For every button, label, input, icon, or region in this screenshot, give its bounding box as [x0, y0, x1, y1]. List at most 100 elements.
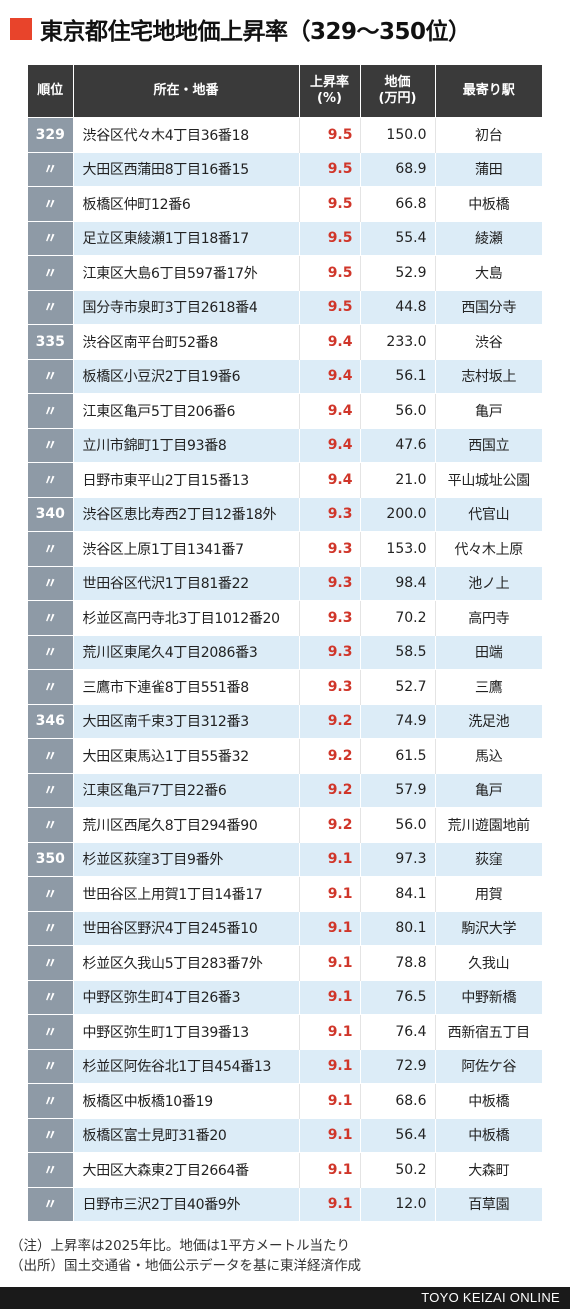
- station-cell: 亀戸: [435, 772, 542, 808]
- price-cell: 66.8: [360, 186, 436, 221]
- price-cell: 56.0: [360, 807, 436, 842]
- table-row: 〃江東区亀戸5丁目206番6 9.4 56.0 亀戸: [28, 393, 542, 428]
- price-cell: 55.4: [360, 220, 436, 256]
- rate-cell: 9.5: [299, 255, 361, 290]
- rate-cell: 9.1: [299, 1152, 361, 1187]
- title-row: 東京都住宅地地価上昇率（329〜350位）: [10, 14, 471, 45]
- location-cell: 大田区東馬込1丁目55番32: [73, 738, 300, 773]
- rate-cell: 9.1: [299, 841, 361, 877]
- rate-cell: 9.5: [299, 151, 361, 187]
- header-location: 所在・地番: [73, 65, 300, 118]
- table-row: 〃江東区大島6丁目597番17外 9.5 52.9 大島: [28, 255, 542, 290]
- rank-cell: 〃: [28, 738, 74, 773]
- rate-cell: 9.5: [299, 117, 361, 152]
- rate-cell: 9.1: [299, 1083, 361, 1118]
- price-cell: 56.0: [360, 393, 436, 428]
- station-cell: 中野新橋: [435, 979, 542, 1015]
- rank-cell: 〃: [28, 393, 74, 428]
- rate-cell: 9.5: [299, 220, 361, 256]
- rank-cell: 〃: [28, 462, 74, 497]
- location-cell: 杉並区高円寺北3丁目1012番20: [73, 600, 300, 635]
- price-cell: 44.8: [360, 289, 436, 325]
- rank-cell: 〃: [28, 1186, 74, 1221]
- location-cell: 荒川区東尾久4丁目2086番3: [73, 634, 300, 670]
- rank-cell: 〃: [28, 220, 74, 256]
- table-row: 〃板橋区中板橋10番19 9.1 68.6 中板橋: [28, 1083, 542, 1118]
- table-row: 350 杉並区荻窪3丁目9番外 9.1 97.3 荻窪: [28, 841, 542, 877]
- ranking-table: 順位 所在・地番 上昇率 (%) 地価 (万円) 最寄り駅 329 渋谷区代々木4丁目…: [28, 65, 542, 1221]
- table-row: 〃中野区弥生町1丁目39番13 9.1 76.4 西新宿五丁目: [28, 1014, 542, 1049]
- rate-cell: 9.1: [299, 979, 361, 1015]
- rate-cell: 9.4: [299, 462, 361, 497]
- rank-cell: 〃: [28, 1083, 74, 1118]
- price-cell: 97.3: [360, 841, 436, 877]
- table-row: 〃江東区亀戸7丁目22番6 9.2 57.9 亀戸: [28, 772, 542, 808]
- location-cell: 板橋区仲町12番6: [73, 186, 300, 221]
- rate-cell: 9.2: [299, 703, 361, 739]
- table-row: 〃大田区大森東2丁目2664番 9.1 50.2 大森町: [28, 1152, 542, 1187]
- station-cell: 初台: [435, 117, 542, 152]
- table-row: 340 渋谷区恵比寿西2丁目12番18外 9.3 200.0 代官山: [28, 496, 542, 532]
- rate-cell: 9.1: [299, 910, 361, 946]
- station-cell: 中板橋: [435, 186, 542, 221]
- rate-cell: 9.5: [299, 289, 361, 325]
- price-cell: 50.2: [360, 1152, 436, 1187]
- location-cell: 渋谷区南平台町52番8: [73, 324, 300, 359]
- credit-bar: TOYO KEIZAI ONLINE: [0, 1287, 570, 1309]
- rank-cell: 〃: [28, 565, 74, 601]
- location-cell: 足立区東綾瀬1丁目18番17: [73, 220, 300, 256]
- location-cell: 杉並区久我山5丁目283番7外: [73, 945, 300, 980]
- price-cell: 52.7: [360, 669, 436, 704]
- note-text: （注）上昇率は2025年比。地価は1平方メートル当たり: [10, 1238, 350, 1254]
- price-cell: 233.0: [360, 324, 436, 359]
- price-cell: 153.0: [360, 531, 436, 566]
- table-row: 329 渋谷区代々木4丁目36番18 9.5 150.0 初台: [28, 117, 542, 152]
- station-cell: 平山城址公園: [435, 462, 542, 497]
- station-cell: 馬込: [435, 738, 542, 773]
- price-cell: 98.4: [360, 565, 436, 601]
- table-row: 346 大田区南千束3丁目312番3 9.2 74.9 洗足池: [28, 703, 542, 739]
- station-cell: 代々木上原: [435, 531, 542, 566]
- station-cell: 田端: [435, 634, 542, 670]
- rate-cell: 9.3: [299, 565, 361, 601]
- rate-cell: 9.4: [299, 358, 361, 394]
- rank-cell: 〃: [28, 807, 74, 842]
- table-row: 〃大田区東馬込1丁目55番32 9.2 61.5 馬込: [28, 738, 542, 773]
- location-cell: 大田区西蒲田8丁目16番15: [73, 151, 300, 187]
- price-cell: 200.0: [360, 496, 436, 532]
- location-cell: 日野市東平山2丁目15番13: [73, 462, 300, 497]
- header-station: 最寄り駅: [435, 65, 542, 118]
- table-row: 〃板橋区小豆沢2丁目19番6 9.4 56.1 志村坂上: [28, 358, 542, 394]
- rank-cell: 〃: [28, 634, 74, 670]
- price-cell: 12.0: [360, 1186, 436, 1221]
- price-cell: 74.9: [360, 703, 436, 739]
- table-row: 〃世田谷区野沢4丁目245番10 9.1 80.1 駒沢大学: [28, 910, 542, 946]
- rank-cell: 〃: [28, 186, 74, 221]
- rate-cell: 9.1: [299, 1014, 361, 1049]
- station-cell: 亀戸: [435, 393, 542, 428]
- table-row: 〃日野市東平山2丁目15番13 9.4 21.0 平山城址公園: [28, 462, 542, 497]
- rank-cell: 〃: [28, 358, 74, 394]
- rate-cell: 9.1: [299, 1117, 361, 1153]
- table-row: 〃杉並区高円寺北3丁目1012番20 9.3 70.2 高円寺: [28, 600, 542, 635]
- station-cell: 百草園: [435, 1186, 542, 1221]
- table-row: 〃杉並区久我山5丁目283番7外 9.1 78.8 久我山: [28, 945, 542, 980]
- price-cell: 72.9: [360, 1048, 436, 1084]
- station-cell: 荻窪: [435, 841, 542, 877]
- location-cell: 江東区亀戸7丁目22番6: [73, 772, 300, 808]
- rank-cell: 〃: [28, 151, 74, 187]
- station-cell: 荒川遊園地前: [435, 807, 542, 842]
- location-cell: 大田区南千束3丁目312番3: [73, 703, 300, 739]
- table-body: 329 渋谷区代々木4丁目36番18 9.5 150.0 初台〃大田区西蒲田8丁目16番…: [28, 117, 542, 1221]
- station-cell: 大森町: [435, 1152, 542, 1187]
- rank-cell: 〃: [28, 669, 74, 704]
- title-square-icon: [10, 18, 32, 40]
- price-cell: 21.0: [360, 462, 436, 497]
- price-cell: 47.6: [360, 427, 436, 463]
- location-cell: 三鷹市下連雀8丁目551番8: [73, 669, 300, 704]
- rate-cell: 9.1: [299, 876, 361, 911]
- page-title: 東京都住宅地地価上昇率（329〜350位）: [40, 19, 471, 45]
- station-cell: 代官山: [435, 496, 542, 532]
- rate-cell: 9.3: [299, 496, 361, 532]
- location-cell: 日野市三沢2丁目40番9外: [73, 1186, 300, 1221]
